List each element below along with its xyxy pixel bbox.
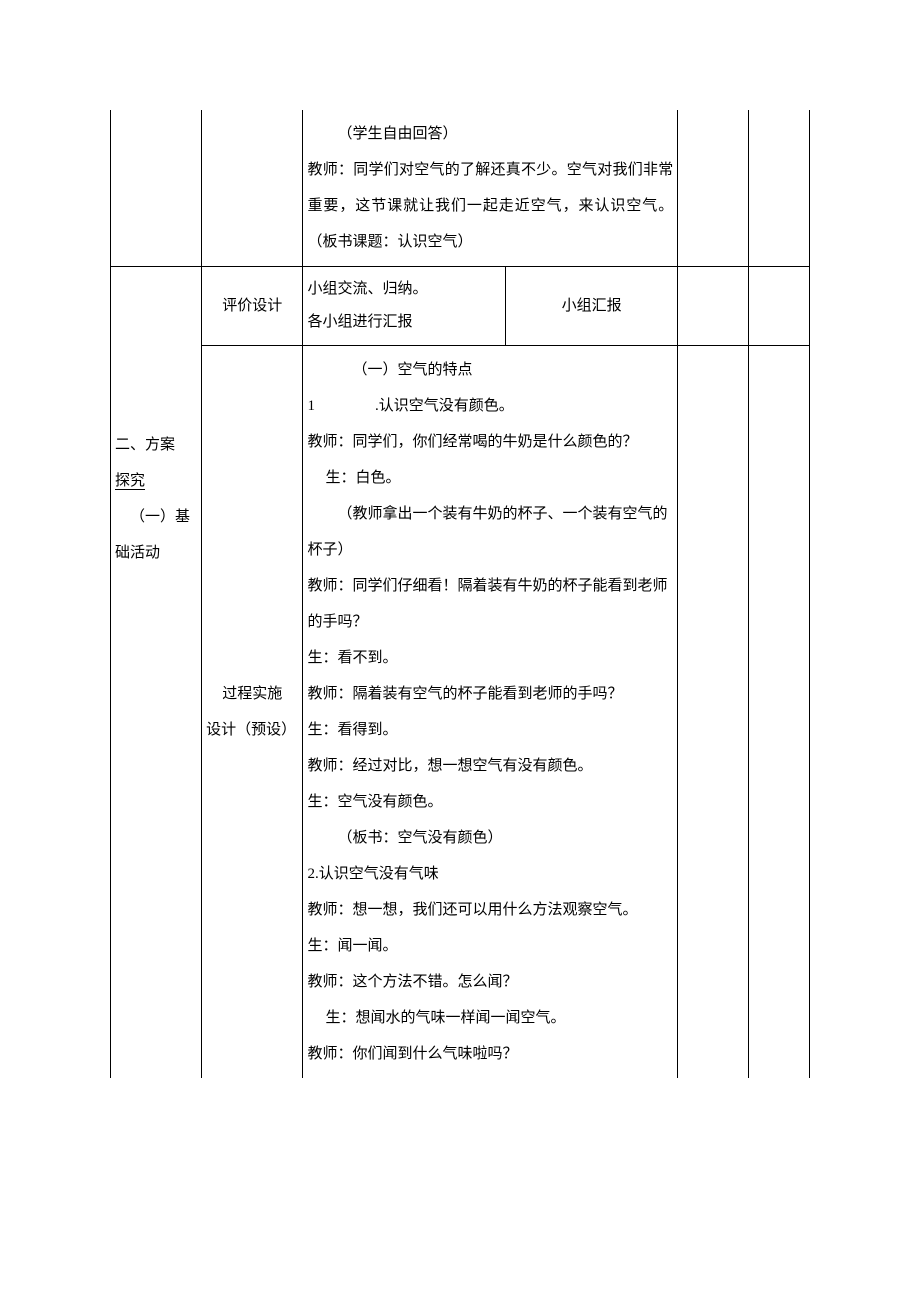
eval-col6 (749, 267, 810, 346)
section2-line2: 探究 (115, 473, 145, 490)
section2-line1: 二、方案 (115, 427, 197, 463)
pc-p15: 教师：你们闻到什么气味啦吗？ (307, 1036, 673, 1072)
intro-p2: 教师：同学们对空气的了解还真不少。空气对我们非常重要，这节课就让我们一起走近空气… (307, 152, 673, 260)
item1-title: .认识空气没有颜色。 (375, 398, 514, 414)
section2-line3: （一）基础活动 (115, 499, 197, 571)
section-label-prev (111, 110, 202, 267)
process-heading: （一）空气的特点 (307, 352, 673, 388)
process-label-1: 过程实施 (206, 676, 298, 712)
pc-p12: 生：闻一闻。 (307, 928, 673, 964)
process-col6 (749, 346, 810, 1079)
pc-p9: 生：空气没有颜色。 (307, 784, 673, 820)
pc-p5: 生：看不到。 (307, 640, 673, 676)
process-content: （一）空气的特点 1 .认识空气没有颜色。 教师：同学们，你们经常喝的牛奶是什么… (303, 346, 678, 1079)
eval-design-content: 小组交流、归纳。 各小组进行汇报 (303, 267, 506, 346)
intro-p1: （学生自由回答） (307, 116, 673, 152)
item1-no: 1 (307, 398, 315, 414)
pc-p1: 教师：同学们，你们经常喝的牛奶是什么颜色的？ (307, 424, 673, 460)
pc-p13: 教师：这个方法不错。怎么闻？ (307, 964, 673, 1000)
pc-p14: 生：想闻水的气味一样闻一闻空气。 (307, 1000, 673, 1036)
pc-item2: 2.认识空气没有气味 (307, 856, 673, 892)
process-col5 (678, 346, 749, 1079)
pc-p11: 教师：想一想，我们还可以用什么方法观察空气。 (307, 892, 673, 928)
pc-p8: 教师：经过对比，想一想空气有没有颜色。 (307, 748, 673, 784)
pc-p4: 教师：同学们仔细看！隔着装有牛奶的杯子能看到老师的手吗？ (307, 568, 673, 640)
pc-p3: （教师拿出一个装有牛奶的杯子、一个装有空气的杯子） (307, 496, 673, 568)
prev-col2 (202, 110, 303, 267)
pc-p2: 生：白色。 (307, 460, 673, 496)
intro-content: （学生自由回答） 教师：同学们对空气的了解还真不少。空气对我们非常重要，这节课就… (303, 110, 678, 267)
process-label-2: 设计（预设） (206, 712, 298, 748)
eval-design-label: 评价设计 (202, 267, 303, 346)
eval-p2: 各小组进行汇报 (307, 306, 501, 339)
pc-p6: 教师：隔着装有空气的杯子能看到老师的手吗？ (307, 676, 673, 712)
process-label: 过程实施 设计（预设） (202, 346, 303, 1079)
section-2-label: 二、方案 探究 （一）基础活动 (111, 267, 202, 1079)
eval-design-result: 小组汇报 (506, 267, 678, 346)
pc-p10: （板书：空气没有颜色） (307, 820, 673, 856)
pc-p7: 生：看得到。 (307, 712, 673, 748)
eval-col5 (678, 267, 749, 346)
eval-p1: 小组交流、归纳。 (307, 273, 501, 306)
process-item1: 1 .认识空气没有颜色。 (307, 388, 673, 424)
prev-col5 (678, 110, 749, 267)
prev-col6 (749, 110, 810, 267)
